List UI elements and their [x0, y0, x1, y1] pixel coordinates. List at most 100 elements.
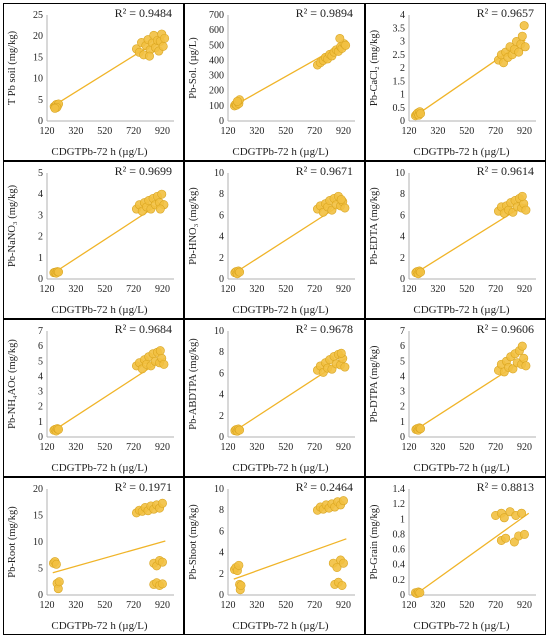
x-tick-label: 120: [40, 442, 55, 453]
y-axis-label: Pb-Shoot (mg/kg): [188, 504, 199, 580]
y-tick-label: 700: [209, 10, 224, 21]
x-tick-label: 720: [126, 126, 141, 137]
data-point: [335, 33, 345, 43]
x-tick-label: 320: [249, 600, 264, 611]
x-tick-label: 320: [430, 600, 445, 611]
x-tick-label: 520: [278, 442, 293, 453]
y-tick-label: 4: [400, 232, 405, 243]
y-tick-label: 6: [38, 341, 43, 352]
r-squared-label: R² = 0.2464: [296, 480, 353, 494]
x-axis-label: CDGTPb-72 h (µg/L): [413, 146, 510, 158]
x-axis-label: CDGTPb-72 h (µg/L): [232, 462, 329, 474]
x-axis-label: CDGTPb-72 h (µg/L): [232, 304, 329, 316]
panel-border: [184, 3, 365, 161]
x-tick-label: 920: [155, 126, 170, 137]
y-tick-label: 6: [400, 341, 405, 352]
scatter-panel: 0 1 2 3 4 5 120 320 520 720 920 R² = 0.9699 Pb-NaNO₃…: [3, 161, 184, 319]
x-tick-label: 520: [459, 284, 474, 295]
y-tick-label: 0.5: [393, 103, 406, 114]
data-point: [332, 562, 342, 572]
x-tick-label: 320: [68, 126, 83, 137]
scatter-panel: 0 2 4 6 8 10 120 320 520 720 920 R² = 0.2464 Pb-Shoo…: [184, 477, 365, 635]
y-tick-label: 3: [38, 210, 43, 221]
x-tick-label: 920: [155, 600, 170, 611]
r-squared-label: R² = 0.9678: [296, 322, 353, 336]
scatter-panel: 0 5 10 15 20 120 320 520 720 920 R² = 0.1971 Pb-Roo…: [3, 477, 184, 635]
panel-border: [365, 319, 546, 477]
scatter-panel: 0 5 10 15 20 25 120 320 520 720 920 R² = 0.9484 T Pb…: [3, 3, 184, 161]
y-tick-label: 1: [400, 417, 405, 428]
x-tick-label: 720: [488, 442, 503, 453]
y-tick-label: 5: [38, 564, 43, 575]
x-tick-label: 320: [68, 442, 83, 453]
data-point: [517, 341, 527, 351]
x-axis-label: CDGTPb-72 h (µg/L): [413, 462, 510, 474]
y-tick-label: 5: [400, 356, 405, 367]
y-tick-label: 15: [33, 52, 43, 63]
x-tick-label: 120: [402, 284, 417, 295]
x-tick-label: 520: [459, 126, 474, 137]
x-tick-label: 720: [307, 600, 322, 611]
data-point: [155, 346, 165, 356]
data-point: [517, 508, 527, 518]
data-point: [158, 41, 168, 51]
r-squared-label: R² = 0.9894: [296, 6, 353, 20]
x-tick-label: 120: [221, 284, 236, 295]
y-tick-label: 5: [38, 168, 43, 179]
x-tick-label: 520: [459, 442, 474, 453]
x-tick-label: 720: [126, 284, 141, 295]
data-point: [338, 558, 348, 568]
y-tick-label: 1: [400, 90, 405, 101]
scatter-panel: 0 2 4 6 8 10 120 320 520 720 920 R² = 0.9678 Pb-ABDT…: [184, 319, 365, 477]
y-tick-label: 10: [214, 168, 224, 179]
x-tick-label: 920: [336, 442, 351, 453]
data-point: [416, 267, 426, 277]
y-tick-label: 10: [214, 484, 224, 495]
y-tick-label: 4: [400, 10, 405, 21]
r-squared-label: R² = 0.9671: [296, 164, 353, 178]
data-point: [499, 513, 509, 523]
data-point: [521, 205, 531, 215]
y-tick-label: 2: [400, 253, 405, 264]
r-squared-label: R² = 0.9614: [477, 164, 534, 178]
y-tick-label: 300: [209, 71, 224, 82]
y-axis-label: Pb-CaCl₂ (mg/kg): [369, 29, 380, 106]
x-tick-label: 920: [336, 600, 351, 611]
data-point: [157, 498, 167, 508]
x-tick-label: 120: [221, 442, 236, 453]
r-squared-label: R² = 0.9657: [477, 6, 534, 20]
scatter-panel: 0 100 200 300 400 500 600 700 120 320 520 720 920 R² …: [184, 3, 365, 161]
x-tick-label: 720: [307, 284, 322, 295]
x-tick-label: 120: [40, 600, 55, 611]
scatter-panel: 0 1 2 3 4 5 6 7 120 320 520 720 920 R² = 0.9684 Pb-NH₄…: [3, 319, 184, 477]
y-tick-label: 6: [219, 368, 224, 379]
x-axis-label: CDGTPb-72 h (µg/L): [413, 620, 510, 632]
y-tick-label: 3: [400, 37, 405, 48]
y-tick-label: 7: [38, 326, 43, 337]
x-tick-label: 520: [459, 600, 474, 611]
x-tick-label: 520: [97, 284, 112, 295]
data-point: [50, 103, 60, 113]
x-tick-label: 120: [40, 284, 55, 295]
x-tick-label: 320: [68, 284, 83, 295]
x-tick-label: 520: [97, 600, 112, 611]
x-tick-label: 720: [488, 126, 503, 137]
trend-line: [414, 512, 530, 596]
y-axis-label: Pb-NH₄AOc (mg/kg): [7, 339, 18, 429]
data-point: [234, 560, 244, 570]
y-axis-label: Pb-Grain (mg/kg): [369, 504, 380, 579]
data-point: [509, 537, 519, 547]
x-tick-label: 120: [402, 442, 417, 453]
x-axis-label: CDGTPb-72 h (µg/L): [51, 462, 148, 474]
x-tick-label: 320: [430, 442, 445, 453]
y-tick-label: 2: [219, 569, 224, 580]
x-tick-label: 320: [430, 284, 445, 295]
panel-border: [184, 319, 365, 477]
panel-border: [365, 3, 546, 161]
panel-border: [3, 161, 184, 319]
y-tick-label: 0.8: [393, 529, 406, 540]
y-axis-label: Pb-EDTA (mg/kg): [369, 187, 380, 265]
data-point: [519, 21, 529, 31]
y-tick-label: 10: [214, 326, 224, 337]
